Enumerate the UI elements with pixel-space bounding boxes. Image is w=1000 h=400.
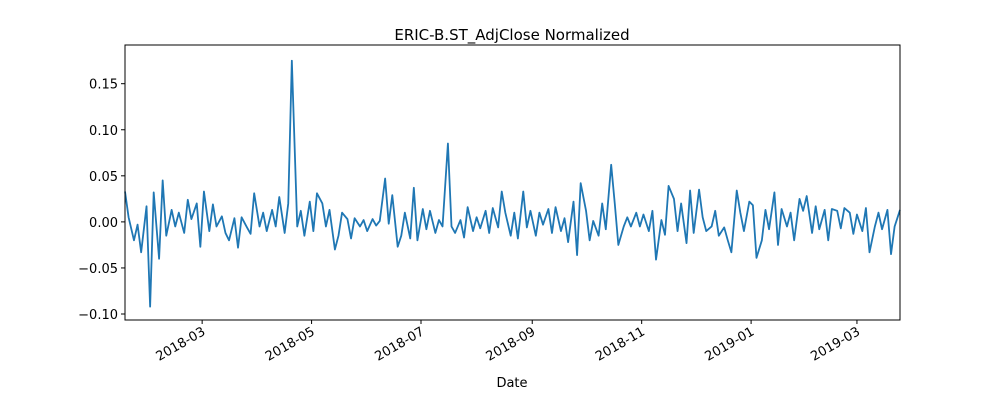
y-tick-label: 0.15 <box>89 78 118 93</box>
y-tick-label: 0.10 <box>89 124 118 139</box>
y-tick-label: 0.05 <box>89 170 118 185</box>
chart-title: ERIC-B.ST_AdjClose Normalized <box>394 26 629 45</box>
x-axis-label: Date <box>496 376 527 391</box>
y-tick-label: −0.05 <box>78 262 118 277</box>
y-tick-label: 0.00 <box>89 216 118 231</box>
data-line <box>125 61 900 307</box>
y-tick-label: −0.10 <box>78 308 118 323</box>
plot-frame <box>124 44 901 321</box>
